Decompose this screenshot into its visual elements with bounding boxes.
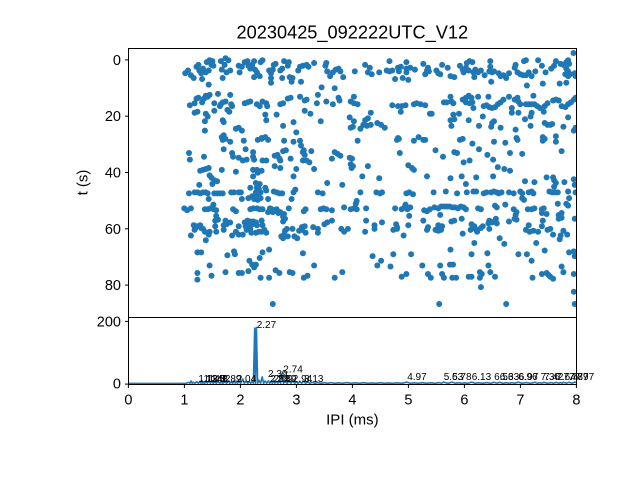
svg-text:4: 4 [348,393,356,409]
svg-text:0: 0 [113,377,121,393]
svg-text:1.52: 1.52 [211,374,231,385]
svg-text:6.13: 6.13 [472,372,492,383]
svg-text:2.94: 2.94 [293,374,313,385]
svg-text:t (s): t (s) [75,170,92,196]
svg-text:6.53: 6.53 [494,372,514,383]
svg-text:2.27: 2.27 [257,320,277,331]
svg-text:40: 40 [105,166,121,182]
svg-text:200: 200 [97,314,121,330]
svg-text:20: 20 [105,109,121,125]
svg-text:2.39: 2.39 [268,369,288,380]
svg-text:60: 60 [105,222,121,238]
svg-text:1.43: 1.43 [206,374,226,385]
svg-text:5: 5 [404,393,412,409]
svg-text:2.74: 2.74 [283,364,303,375]
svg-text:2.54: 2.54 [270,374,290,385]
svg-text:20230425_092222UTC_V12: 20230425_092222UTC_V12 [237,23,469,44]
svg-text:0: 0 [124,393,132,409]
svg-text:2.89: 2.89 [277,374,297,385]
svg-text:3.13: 3.13 [304,374,324,385]
svg-text:0: 0 [113,53,121,69]
svg-text:6.63: 6.63 [500,372,520,383]
svg-text:7.97: 7.97 [575,372,595,383]
svg-text:8: 8 [572,393,580,409]
svg-text:7.42: 7.42 [544,372,564,383]
svg-text:IPI (ms): IPI (ms) [326,411,379,428]
svg-text:1.12: 1.12 [198,374,218,385]
svg-text:7.77: 7.77 [564,372,584,383]
svg-text:6: 6 [460,393,468,409]
svg-text:80: 80 [105,278,121,294]
svg-text:1: 1 [180,393,188,409]
svg-text:7.64: 7.64 [556,372,576,383]
svg-text:2.59: 2.59 [274,374,294,385]
svg-text:7: 7 [516,393,524,409]
svg-text:6.97: 6.97 [519,372,539,383]
svg-text:2.04: 2.04 [237,374,257,385]
svg-text:1.48: 1.48 [209,374,229,385]
svg-text:4.97: 4.97 [407,372,427,383]
svg-text:7.87: 7.87 [569,372,589,383]
svg-text:7.36: 7.36 [541,372,561,383]
svg-text:5.78: 5.78 [452,372,472,383]
svg-text:1.34: 1.34 [204,374,224,385]
svg-text:5.63: 5.63 [444,372,464,383]
svg-text:3: 3 [292,393,300,409]
svg-text:1.89: 1.89 [222,374,242,385]
svg-text:6.96: 6.96 [518,372,538,383]
svg-text:2: 2 [236,393,244,409]
